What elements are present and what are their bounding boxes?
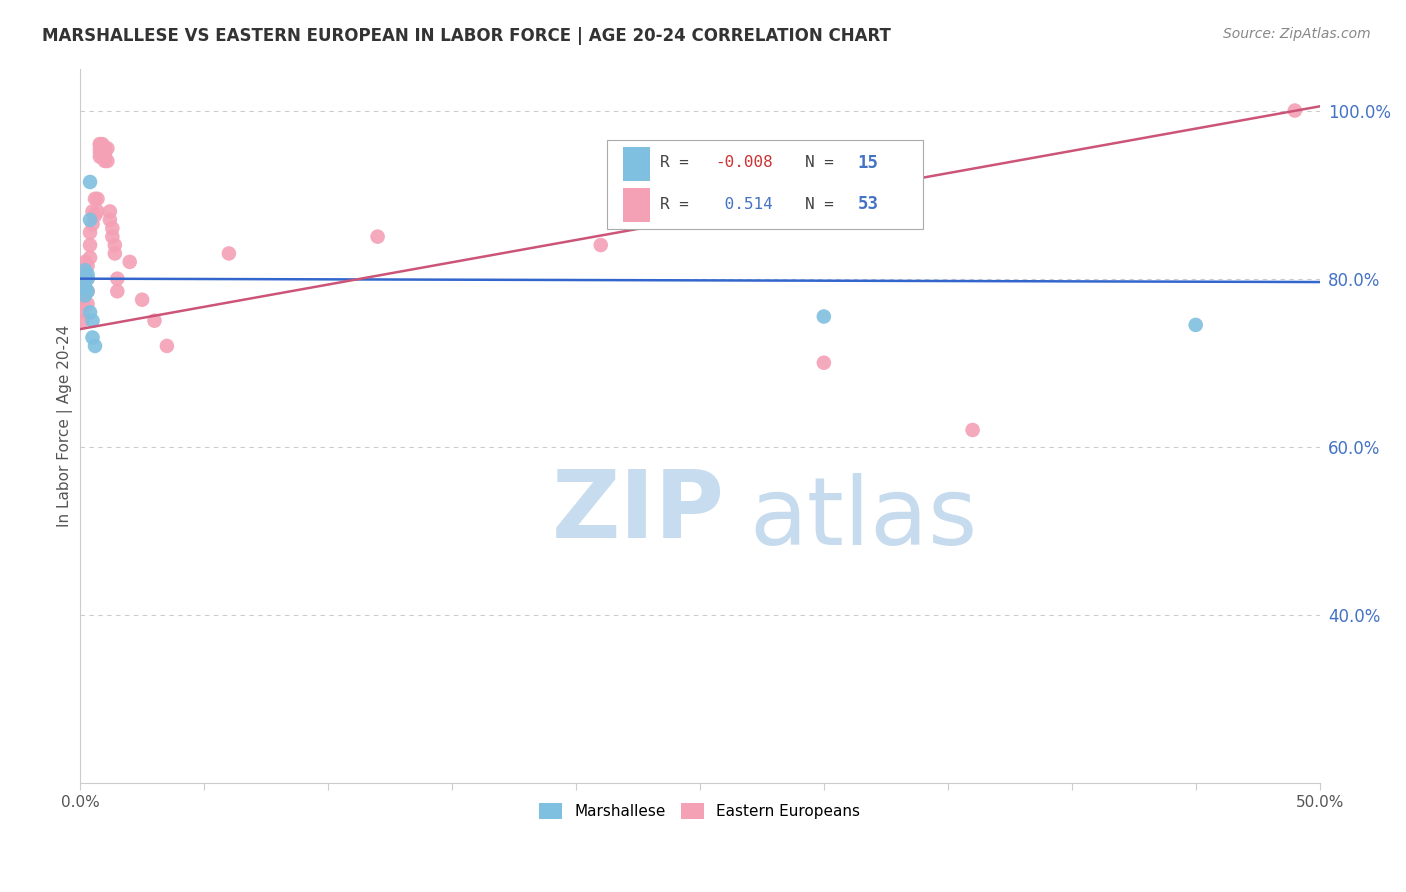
Point (89, 150, 111, 164)
Point (72, 288, 94, 302)
Text: -0.008: -0.008 (714, 155, 772, 170)
Legend: Marshallese, Eastern Europeans: Marshallese, Eastern Europeans (533, 797, 866, 825)
Point (91, 145, 114, 160)
Point (79, 238, 101, 252)
Text: Source: ZipAtlas.com: Source: ZipAtlas.com (1223, 27, 1371, 41)
Point (76, 271, 98, 285)
Text: N =: N = (806, 155, 834, 170)
FancyBboxPatch shape (607, 140, 922, 229)
Point (75, 268, 97, 282)
Text: R =: R = (661, 155, 689, 170)
Point (76, 297, 98, 311)
Point (89, 137, 111, 152)
Point (94, 145, 117, 160)
Text: 0.514: 0.514 (714, 196, 772, 211)
Point (75, 271, 97, 285)
Point (75, 280, 97, 294)
Point (98, 204, 121, 219)
Point (105, 285, 128, 299)
Point (82, 314, 104, 328)
Point (589, 238, 612, 252)
Point (72, 314, 94, 328)
Point (118, 255, 141, 269)
Point (79, 226, 101, 240)
Point (89, 145, 111, 160)
Point (75, 288, 97, 302)
Point (84, 209, 107, 223)
Text: MARSHALLESE VS EASTERN EUROPEAN IN LABOR FORCE | AGE 20-24 CORRELATION CHART: MARSHALLESE VS EASTERN EUROPEAN IN LABOR… (42, 27, 891, 45)
Point (143, 314, 166, 328)
Point (76, 271, 98, 285)
FancyBboxPatch shape (623, 146, 651, 181)
Point (89, 137, 111, 152)
Point (104, 238, 127, 252)
Point (82, 330, 104, 344)
Point (84, 339, 107, 353)
Point (91, 150, 114, 164)
Point (94, 150, 117, 164)
Point (79, 305, 101, 319)
Point (962, 423, 984, 437)
Point (82, 204, 104, 219)
Point (813, 310, 835, 324)
Point (89, 141, 111, 155)
Point (86, 192, 108, 206)
Point (75, 263, 97, 277)
Point (91, 137, 114, 152)
Point (79, 175, 101, 189)
Point (76, 285, 98, 299)
Text: ZIP: ZIP (551, 466, 724, 558)
Text: 15: 15 (858, 154, 879, 172)
Text: 53: 53 (858, 195, 879, 213)
Point (82, 217, 104, 231)
Point (86, 204, 108, 219)
Text: N =: N = (806, 196, 834, 211)
Point (218, 246, 240, 260)
Point (79, 212, 101, 227)
Point (1184, 318, 1206, 332)
Point (105, 271, 128, 285)
Point (76, 259, 98, 273)
Y-axis label: In Labor Force | Age 20-24: In Labor Force | Age 20-24 (58, 325, 73, 527)
Point (76, 285, 98, 299)
FancyBboxPatch shape (623, 187, 651, 222)
Point (131, 293, 153, 307)
Point (96, 141, 118, 155)
Point (75, 255, 97, 269)
Point (98, 212, 121, 227)
Text: R =: R = (661, 196, 689, 211)
Point (75, 280, 97, 294)
Point (79, 251, 101, 265)
Point (91, 141, 114, 155)
Point (96, 153, 118, 168)
Point (101, 221, 124, 235)
Point (94, 141, 117, 155)
Point (367, 229, 389, 244)
Point (84, 192, 107, 206)
Point (76, 268, 98, 282)
Point (72, 297, 94, 311)
Point (72, 305, 94, 319)
Point (156, 339, 179, 353)
Point (104, 246, 127, 260)
Point (94, 153, 117, 168)
Point (101, 229, 124, 244)
Text: atlas: atlas (749, 473, 977, 565)
Point (1284, 103, 1306, 118)
Point (813, 356, 835, 370)
